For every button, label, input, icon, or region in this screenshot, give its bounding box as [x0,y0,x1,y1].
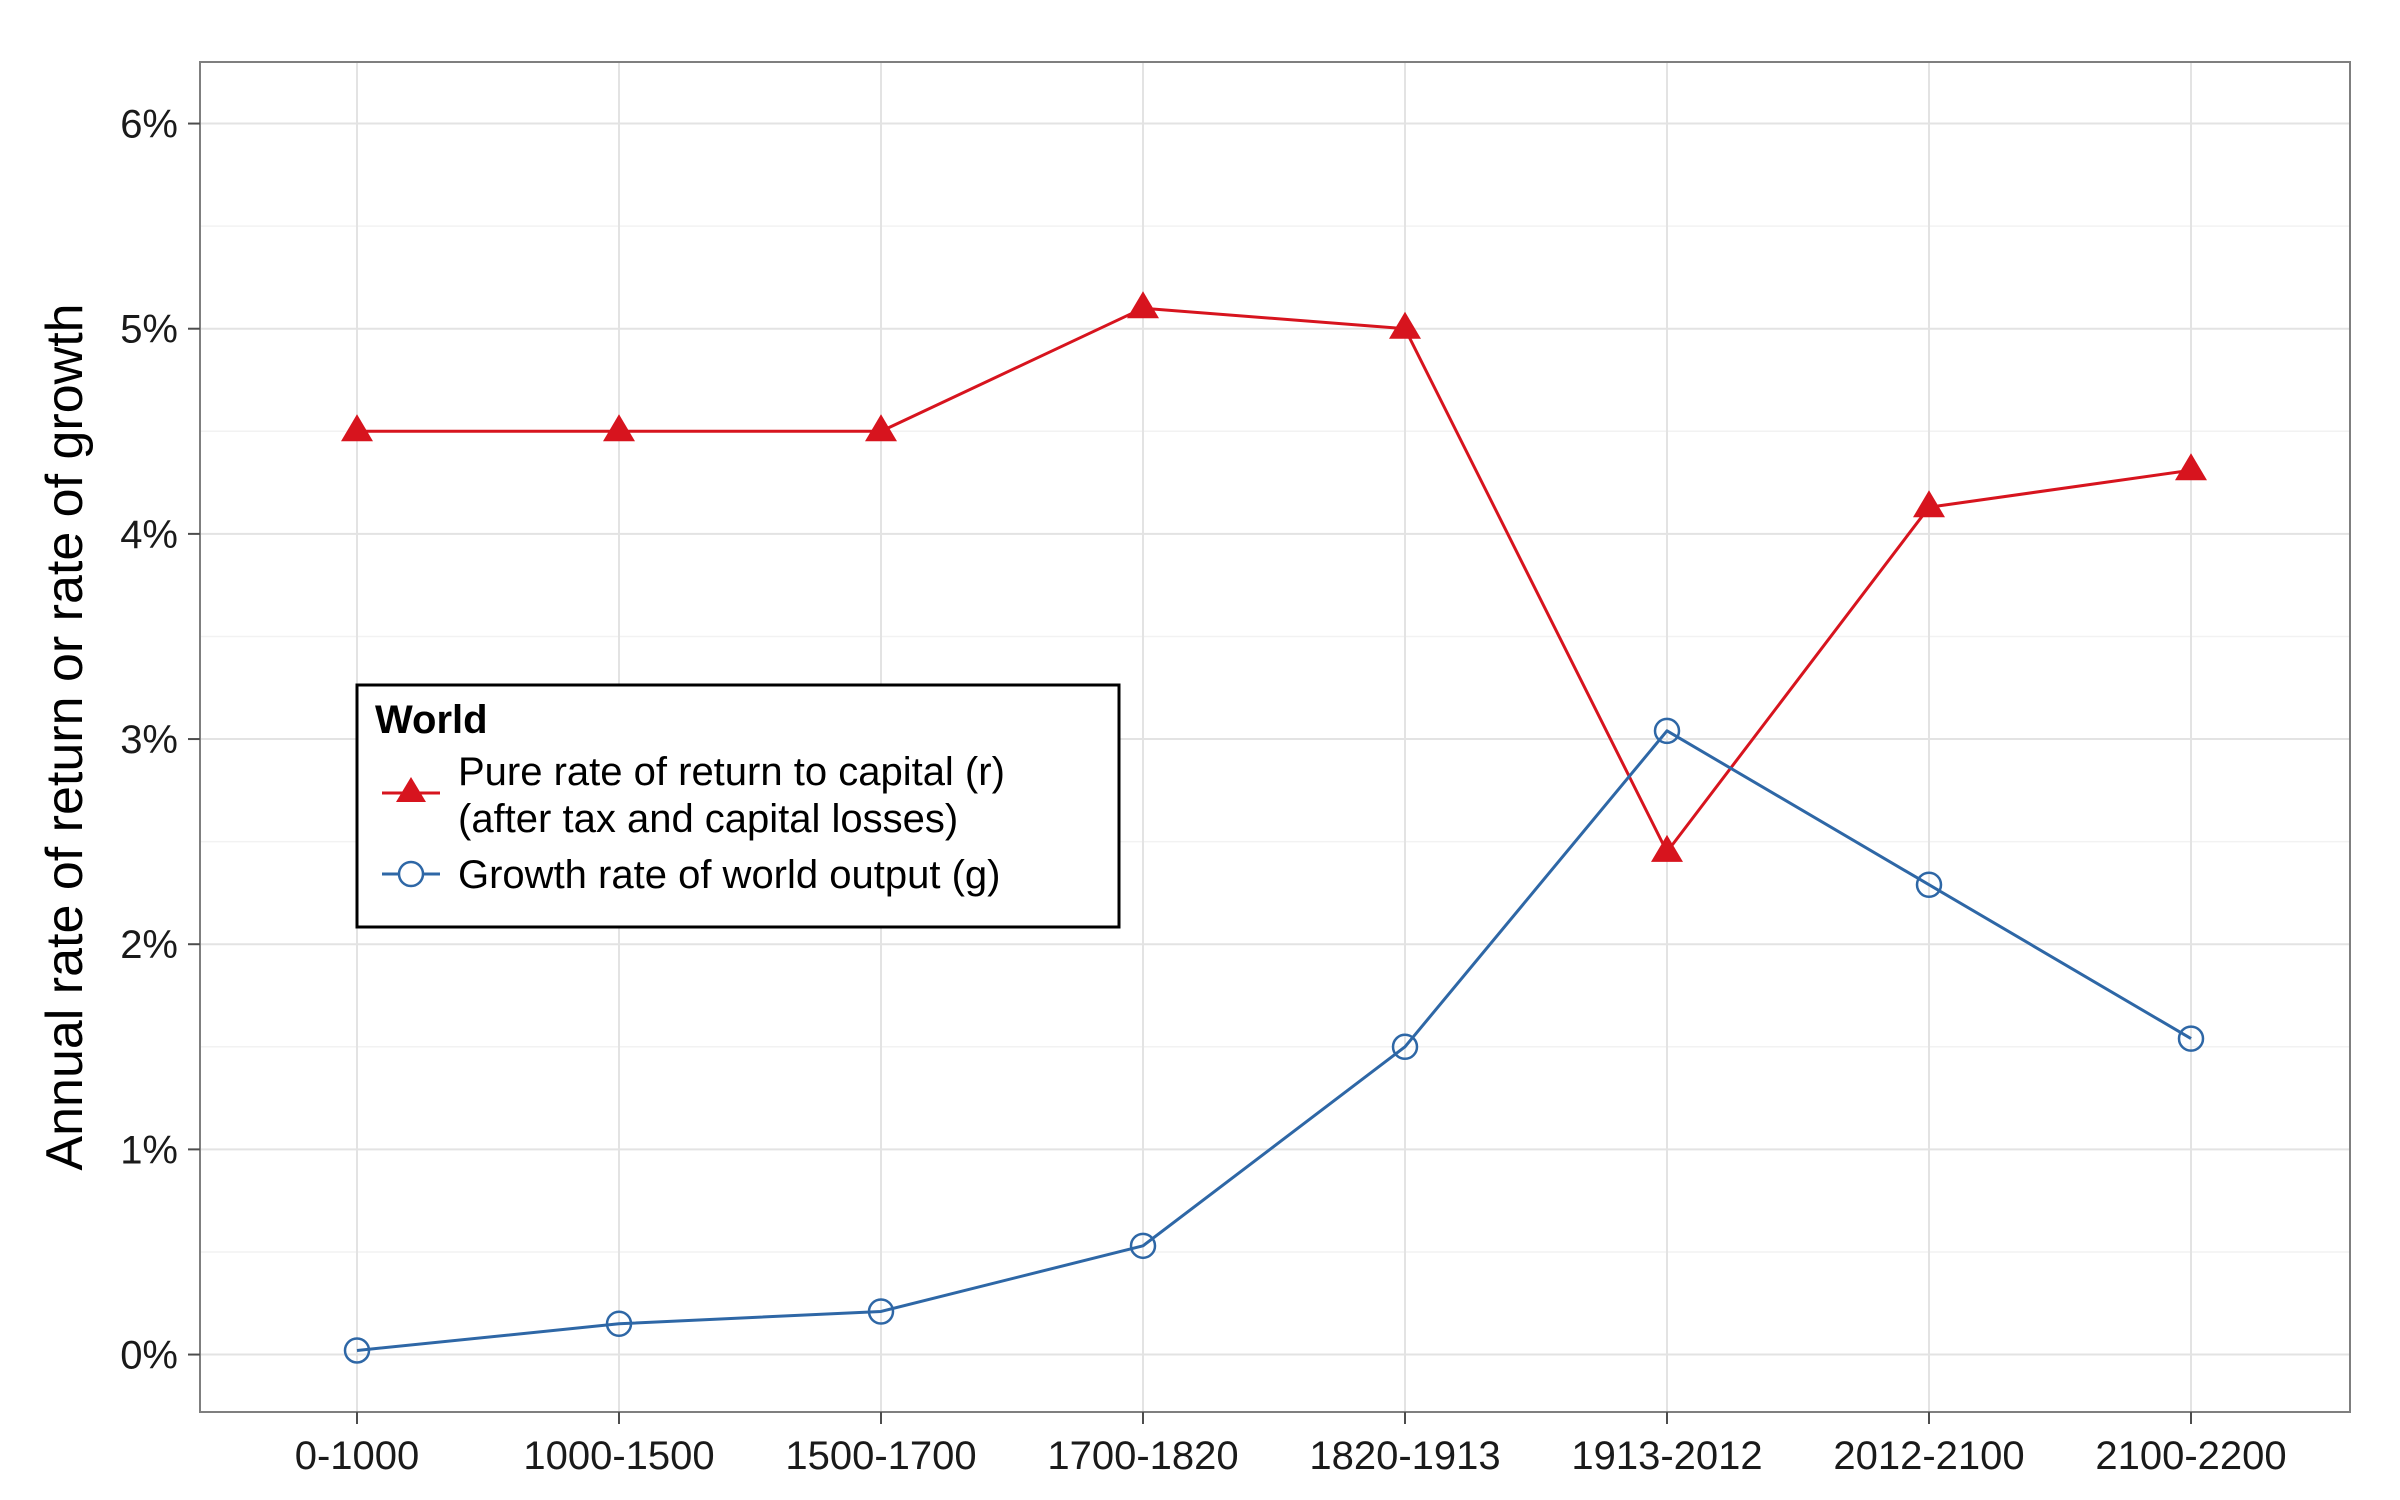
legend-label-g: Growth rate of world output (g) [458,853,1000,897]
y-axis-title: Annual rate of return or rate of growth [36,303,94,1170]
data-point-r [1127,291,1159,319]
x-tick-label: 1700-1820 [1047,1434,1238,1478]
data-point-r [1389,311,1421,339]
axes: 0% 1% 2% 3% 4% 5% 6% 0-1000 1000-1500 1500-1700 17… [120,103,2286,1478]
series-line-0 [357,306,2192,854]
y-tick-label: 0% [120,1334,178,1378]
legend-box [355,683,1121,929]
legend-label-r: Pure rate of return to capital (r) [458,750,1005,794]
x-tick-label: 1500-1700 [785,1434,976,1478]
y-tick-label: 3% [120,718,178,762]
y-tick-label: 6% [120,103,178,147]
y-tick-label: 4% [120,513,178,557]
y-tick-label: 5% [120,308,178,352]
x-tick-label: 2012-2100 [1833,1434,2024,1478]
plot-panel [199,61,2351,1413]
data-point-g [605,1310,633,1338]
data-point-r [865,414,897,442]
y-tick-label: 1% [120,1128,178,1172]
x-tick-label: 0-1000 [295,1434,420,1478]
legend-key-g [382,860,440,888]
data-point-g [1129,1232,1157,1260]
x-tick-label: 1000-1500 [523,1434,714,1478]
series-line-1 [356,729,2192,1352]
legend: World Pure rate of return to capital (r)… [355,683,1121,929]
data-point-r [341,414,373,442]
legend-key-r [382,777,440,802]
legend-key-r-triangle [396,777,426,802]
legend-label-r-line2: (after tax and capital losses) [458,797,958,841]
x-tick-label: 2100-2200 [2095,1434,2286,1478]
data-point-r [603,414,635,442]
legend-key-g-circle [397,860,425,888]
x-tick-label: 1820-1913 [1309,1434,1500,1478]
x-tick-label: 1913-2012 [1571,1434,1762,1478]
data-point-r [1913,490,1945,518]
data-point-g [1391,1033,1419,1061]
data-point-r [2175,453,2207,481]
data-point-g [2177,1025,2205,1052]
data-point-r [1651,834,1683,862]
data-point-g [343,1337,371,1364]
data-point-g [867,1298,895,1325]
legend-title: World [375,698,488,742]
y-tick-label: 2% [120,923,178,967]
series-layer [341,291,2207,1364]
data-point-g [1653,717,1681,745]
data-point-g [1915,871,1943,898]
